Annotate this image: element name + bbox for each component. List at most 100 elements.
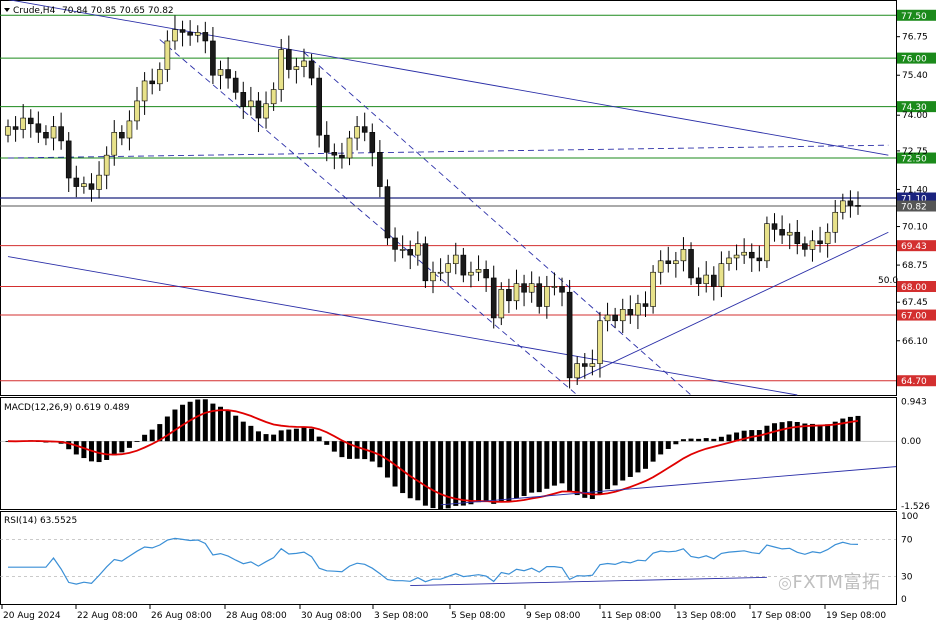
candle-body: [581, 363, 588, 367]
level-tag-label: 68.00: [901, 283, 927, 293]
candle: [741, 238, 747, 264]
dropdown-triangle-icon[interactable]: [4, 8, 10, 12]
macd-bar: [703, 438, 709, 442]
candle: [840, 193, 846, 220]
macd-title: MACD(12,26,9) 0.619 0.489: [4, 403, 130, 413]
candle: [172, 15, 178, 50]
candle-body: [657, 260, 664, 273]
level-tag: [897, 240, 936, 252]
level-tag-label: 72.50: [901, 155, 927, 165]
macd-bar: [354, 441, 360, 459]
candle-body: [680, 249, 687, 262]
macd-bar: [331, 441, 337, 452]
candle: [536, 276, 543, 314]
candle: [58, 112, 64, 150]
level-tag: [897, 192, 936, 204]
macd-bar: [696, 438, 702, 442]
candle: [346, 130, 353, 166]
candle: [301, 48, 307, 78]
macd-bar: [119, 441, 125, 453]
candle-body: [65, 140, 72, 179]
candle-body: [126, 120, 133, 139]
level-tag-label: 76.00: [901, 55, 927, 65]
candle: [43, 125, 49, 146]
rsi-trendline: [410, 576, 767, 587]
candle: [149, 68, 155, 95]
candle: [437, 258, 444, 282]
candle: [126, 110, 133, 151]
candle-body: [119, 132, 125, 139]
macd-bar: [650, 441, 656, 462]
macd-bar: [627, 441, 633, 477]
candle: [316, 67, 322, 148]
candle: [498, 282, 505, 326]
candle-body: [316, 77, 322, 136]
price-tick-label: 67.45: [902, 298, 928, 308]
macd-bar: [400, 441, 406, 494]
macd-bar: [521, 441, 527, 497]
level-tag: [897, 152, 936, 164]
candle: [809, 230, 816, 262]
rsi-tick-label: 0: [901, 595, 907, 605]
candles: [5, 15, 861, 389]
candle-body: [748, 251, 755, 259]
macd-bar: [172, 409, 178, 442]
candle: [369, 123, 376, 167]
x-tick-label: 19 Sep 08:00: [826, 611, 886, 621]
x-tick-label: 17 Sep 08:00: [751, 611, 811, 621]
candle: [255, 92, 262, 133]
macd-bar: [263, 434, 269, 442]
level-tag-label: 70.82: [901, 202, 927, 212]
level-tag: [897, 101, 936, 113]
macd-bar: [407, 441, 413, 499]
candle: [331, 143, 338, 170]
candle-body: [377, 152, 383, 187]
candle-body: [50, 126, 57, 139]
macd-bar: [787, 421, 793, 442]
candle: [695, 267, 702, 296]
candle-body: [12, 126, 19, 130]
candle-body: [255, 100, 262, 119]
macd-bar: [149, 429, 155, 442]
candle: [293, 57, 300, 84]
x-tick-label: 26 Aug 08:00: [151, 611, 212, 621]
price-levels: [0, 14, 896, 382]
candle: [483, 260, 489, 292]
x-tick-label: 20 Aug 2024: [3, 611, 61, 621]
candle: [642, 291, 649, 318]
candle-body: [437, 271, 444, 274]
macd-bar: [324, 441, 330, 445]
candle-body: [832, 211, 839, 233]
price-tick-label: 68.75: [902, 261, 928, 271]
macd-bar: [574, 441, 580, 496]
candle: [217, 60, 224, 90]
level-tag-label: 71.10: [901, 195, 927, 205]
candle-body: [278, 49, 285, 90]
candle-body: [346, 137, 353, 159]
candle: [27, 109, 34, 138]
macd-bar: [445, 441, 451, 509]
macd-bar: [278, 430, 284, 442]
candle: [566, 279, 573, 389]
candle-body: [627, 309, 634, 316]
candle: [748, 243, 755, 272]
candle-body: [786, 231, 793, 236]
candle: [475, 255, 482, 282]
candle-body: [718, 263, 725, 287]
level-tag-label: 74.30: [901, 103, 927, 113]
candle-body: [35, 123, 42, 133]
macd-bar: [202, 399, 208, 442]
price-tick-label: 71.40: [902, 185, 928, 195]
frames: [0, 0, 897, 605]
candle: [308, 53, 315, 86]
candle: [88, 173, 95, 202]
macd-bar: [718, 436, 724, 442]
candle-body: [559, 286, 565, 293]
macd-bar: [680, 439, 686, 442]
macd-bar: [438, 441, 444, 509]
candle-body: [794, 231, 801, 244]
macd-bar: [802, 423, 808, 442]
level-tag: [897, 200, 936, 212]
fib-annotation: 50.0: [878, 276, 898, 286]
candle-body: [840, 200, 846, 213]
